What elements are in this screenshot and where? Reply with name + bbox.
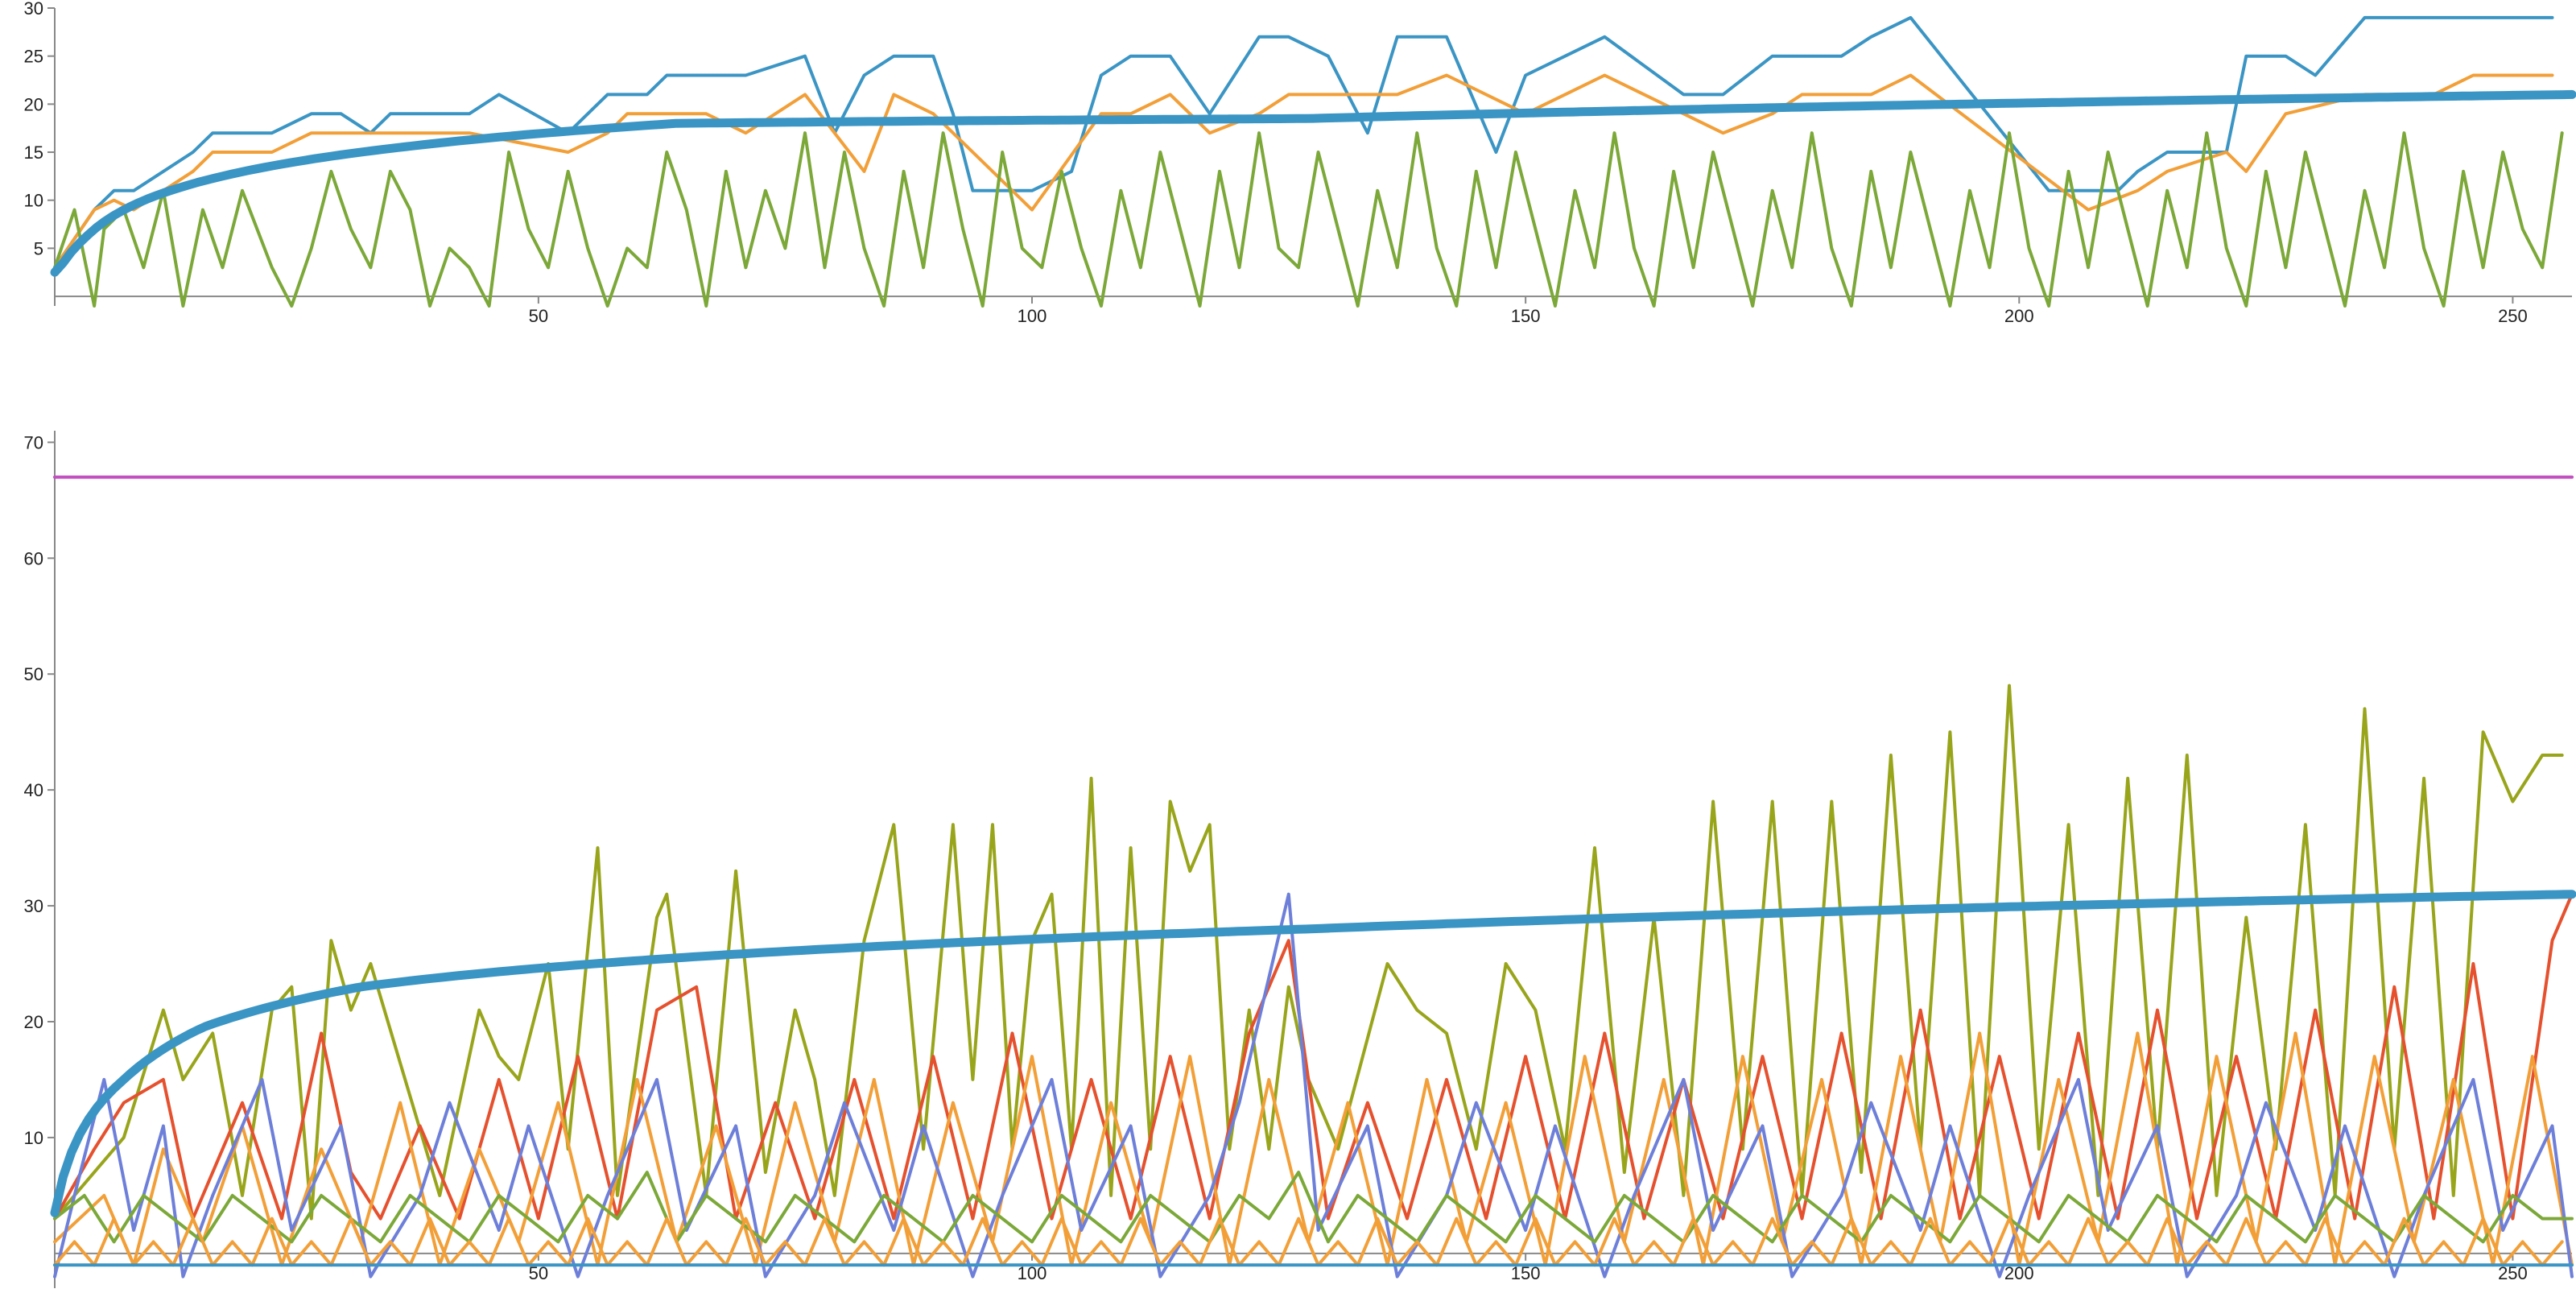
y-tick-label: 10 xyxy=(24,191,43,211)
y-tick-label: 40 xyxy=(24,780,43,800)
y-tick-label: 10 xyxy=(24,1128,43,1148)
y-tick-label: 15 xyxy=(24,143,43,163)
y-tick-label: 30 xyxy=(24,0,43,19)
y-tick-label: 70 xyxy=(24,432,43,452)
y-tick-label: 20 xyxy=(24,94,43,114)
series-line-4 xyxy=(53,1031,2574,1267)
x-tick-label: 100 xyxy=(1018,306,1047,326)
series-line-2 xyxy=(53,684,2564,1221)
series-line-3 xyxy=(53,892,2574,1221)
top-line-plot: 50 100 150 200 250 5 10 15 20 25 30 xyxy=(24,0,2576,326)
series-line-3 xyxy=(53,131,2564,308)
x-tick-label: 50 xyxy=(529,306,548,326)
y-tick-label: 20 xyxy=(24,1012,43,1032)
series-line-5 xyxy=(53,892,2574,1279)
x-tick-label: 150 xyxy=(1511,306,1541,326)
series-line-7 xyxy=(53,1217,2564,1267)
y-tick-label: 25 xyxy=(24,47,43,67)
series-line-2 xyxy=(53,73,2554,270)
x-tick-label: 250 xyxy=(2498,306,2528,326)
y-tick-label: 50 xyxy=(24,664,43,684)
y-tick-label: 5 xyxy=(34,238,43,258)
series-line-0 xyxy=(50,89,2576,277)
series-line-1 xyxy=(50,890,2576,1217)
series-line-1 xyxy=(53,15,2554,270)
y-tick-label: 60 xyxy=(24,548,43,568)
x-tick-label: 200 xyxy=(2004,306,2034,326)
series-line-6 xyxy=(53,1171,2574,1244)
y-tick-label: 30 xyxy=(24,896,43,916)
